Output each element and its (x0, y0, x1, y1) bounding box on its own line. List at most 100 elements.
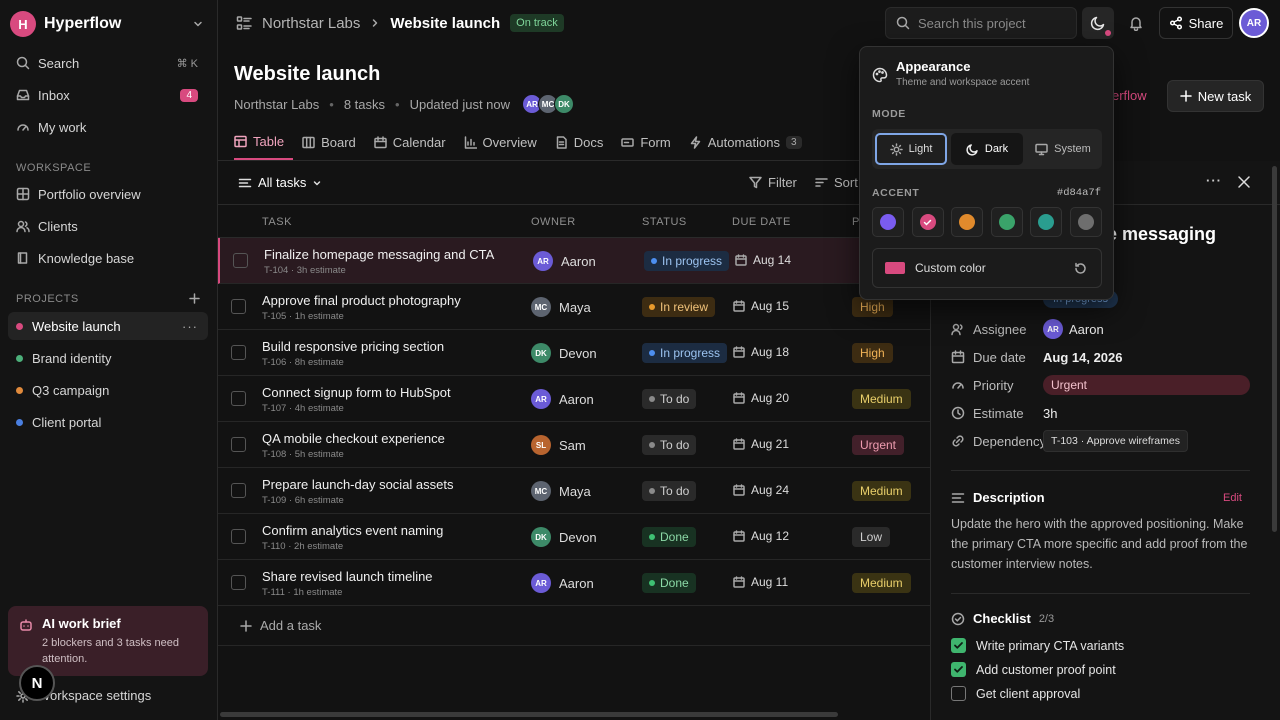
table-row[interactable]: Build responsive pricing section T-106 ·… (218, 330, 930, 376)
horizontal-scrollbar[interactable] (220, 712, 838, 717)
status-badge[interactable]: In progress (642, 343, 727, 363)
checkbox[interactable] (951, 686, 966, 701)
due-date[interactable]: Aug 18 (733, 345, 789, 359)
custom-color-button[interactable]: Custom color (872, 248, 1102, 288)
new-task-button[interactable]: New task (1167, 80, 1264, 112)
task-name[interactable]: QA mobile checkout experience (262, 431, 445, 446)
row-checkbox[interactable] (231, 483, 246, 498)
add-project-icon[interactable] (189, 293, 200, 304)
column-header-due-date[interactable]: DUE DATE (732, 216, 791, 228)
accent-swatch[interactable] (912, 207, 944, 237)
project-brand-identity[interactable]: Brand identity (8, 344, 208, 372)
table-row[interactable]: QA mobile checkout experience T-108 · 5h… (218, 422, 930, 468)
mode-light[interactable]: Light (875, 133, 947, 165)
breadcrumb-parent[interactable]: Northstar Labs (262, 15, 360, 32)
accent-swatch[interactable] (991, 207, 1023, 237)
table-row[interactable]: Connect signup form to HubSpot T-107 · 4… (218, 376, 930, 422)
accent-swatch[interactable] (872, 207, 904, 237)
status-badge[interactable]: In review (642, 297, 715, 317)
row-checkbox[interactable] (231, 437, 246, 452)
task-owner[interactable]: AR Aaron (533, 251, 596, 271)
table-row[interactable]: Share revised launch timeline T-111 · 1h… (218, 560, 930, 606)
table-row[interactable]: Confirm analytics event naming T-110 · 2… (218, 514, 930, 560)
task-owner[interactable]: MC Maya (531, 481, 591, 501)
checklist-item[interactable]: Add customer proof point (951, 662, 1116, 677)
row-checkbox[interactable] (231, 299, 246, 314)
sort-button[interactable]: Sort (815, 175, 858, 190)
user-avatar[interactable]: AR (1239, 8, 1269, 38)
share-button[interactable]: Share (1159, 7, 1233, 39)
priority-value[interactable]: Urgent (1043, 375, 1250, 395)
column-header-status[interactable]: STATUS (642, 216, 687, 228)
mode-system[interactable]: System (1027, 133, 1099, 165)
dependency-chip[interactable]: T-103 · Approve wireframes (1043, 430, 1188, 452)
due-date[interactable]: Aug 11 (733, 575, 788, 589)
task-owner[interactable]: AR Aaron (531, 389, 594, 409)
project-client-portal[interactable]: Client portal (8, 408, 208, 436)
task-name[interactable]: Share revised launch timeline (262, 569, 433, 584)
more-icon[interactable]: ··· (1206, 173, 1222, 188)
checklist-item[interactable]: Get client approval (951, 686, 1080, 701)
vertical-scrollbar[interactable] (1272, 166, 1277, 532)
nav-portfolio-overview[interactable]: Portfolio overview (8, 180, 208, 208)
theme-button[interactable] (1082, 7, 1114, 39)
sidebar-toggle-icon[interactable] (236, 15, 252, 31)
tab-table[interactable]: Table (234, 124, 293, 160)
search-input[interactable]: Search this project (885, 7, 1077, 39)
status-badge[interactable]: To do (642, 481, 696, 501)
task-name[interactable]: Approve final product photography (262, 293, 461, 308)
task-name[interactable]: Confirm analytics event naming (262, 523, 443, 538)
dev-tools-badge[interactable]: N (19, 665, 55, 701)
table-row[interactable]: Finalize homepage messaging and CTA T-10… (218, 238, 930, 284)
tab-board[interactable]: Board (302, 124, 365, 160)
accent-swatch[interactable] (1070, 207, 1102, 237)
task-owner[interactable]: DK Devon (531, 527, 597, 547)
table-row[interactable]: Approve final product photography T-105 … (218, 284, 930, 330)
nav-inbox[interactable]: Inbox 4 (8, 81, 208, 109)
tab-docs[interactable]: Docs (555, 124, 613, 160)
column-header-owner[interactable]: OWNER (531, 216, 576, 228)
accent-swatch[interactable] (1030, 207, 1062, 237)
more-icon[interactable]: ··· (182, 319, 198, 334)
tab-overview[interactable]: Overview (464, 124, 546, 160)
due-date[interactable]: Aug 24 (733, 483, 789, 497)
reset-icon[interactable] (1074, 262, 1087, 275)
tab-automations[interactable]: Automations 3 (689, 124, 811, 160)
task-owner[interactable]: AR Aaron (531, 573, 594, 593)
priority-badge[interactable]: Urgent (852, 435, 904, 455)
table-row[interactable]: Prepare launch-day social assets T-109 ·… (218, 468, 930, 514)
status-badge[interactable]: Done (642, 527, 696, 547)
workspace-link[interactable]: erflow (1112, 88, 1147, 103)
nav-my-work[interactable]: My work (8, 113, 208, 141)
assignee-value[interactable]: AR Aaron (1043, 319, 1104, 339)
nav-search[interactable]: Search ⌘ K (8, 49, 208, 77)
row-checkbox[interactable] (231, 575, 246, 590)
checklist-item[interactable]: Write primary CTA variants (951, 638, 1124, 653)
priority-badge[interactable]: Medium (852, 481, 911, 501)
tab-calendar[interactable]: Calendar (374, 124, 455, 160)
row-checkbox[interactable] (231, 529, 246, 544)
row-checkbox[interactable] (233, 253, 248, 268)
accent-swatch[interactable] (951, 207, 983, 237)
priority-badge[interactable]: Low (852, 527, 890, 547)
row-checkbox[interactable] (231, 345, 246, 360)
task-name[interactable]: Connect signup form to HubSpot (262, 385, 451, 400)
due-date[interactable]: Aug 20 (733, 391, 789, 405)
due-date[interactable]: Aug 21 (733, 437, 789, 451)
status-badge[interactable]: To do (642, 389, 696, 409)
due-date[interactable]: Aug 14 (735, 253, 791, 267)
priority-badge[interactable]: Medium (852, 573, 911, 593)
due-date-value[interactable]: Aug 14, 2026 (1043, 350, 1123, 365)
column-header-task[interactable]: TASK (262, 216, 292, 228)
status-badge[interactable]: To do (642, 435, 696, 455)
nav-clients[interactable]: Clients (8, 212, 208, 240)
task-owner[interactable]: SL Sam (531, 435, 586, 455)
task-name[interactable]: Prepare launch-day social assets (262, 477, 454, 492)
task-name[interactable]: Finalize homepage messaging and CTA (264, 247, 494, 262)
priority-badge[interactable]: High (852, 297, 893, 317)
checkbox-checked[interactable] (951, 662, 966, 677)
estimate-value[interactable]: 3h (1043, 406, 1057, 421)
filter-button[interactable]: Filter (749, 175, 797, 190)
notifications-button[interactable] (1120, 7, 1152, 39)
project-q3-campaign[interactable]: Q3 campaign (8, 376, 208, 404)
